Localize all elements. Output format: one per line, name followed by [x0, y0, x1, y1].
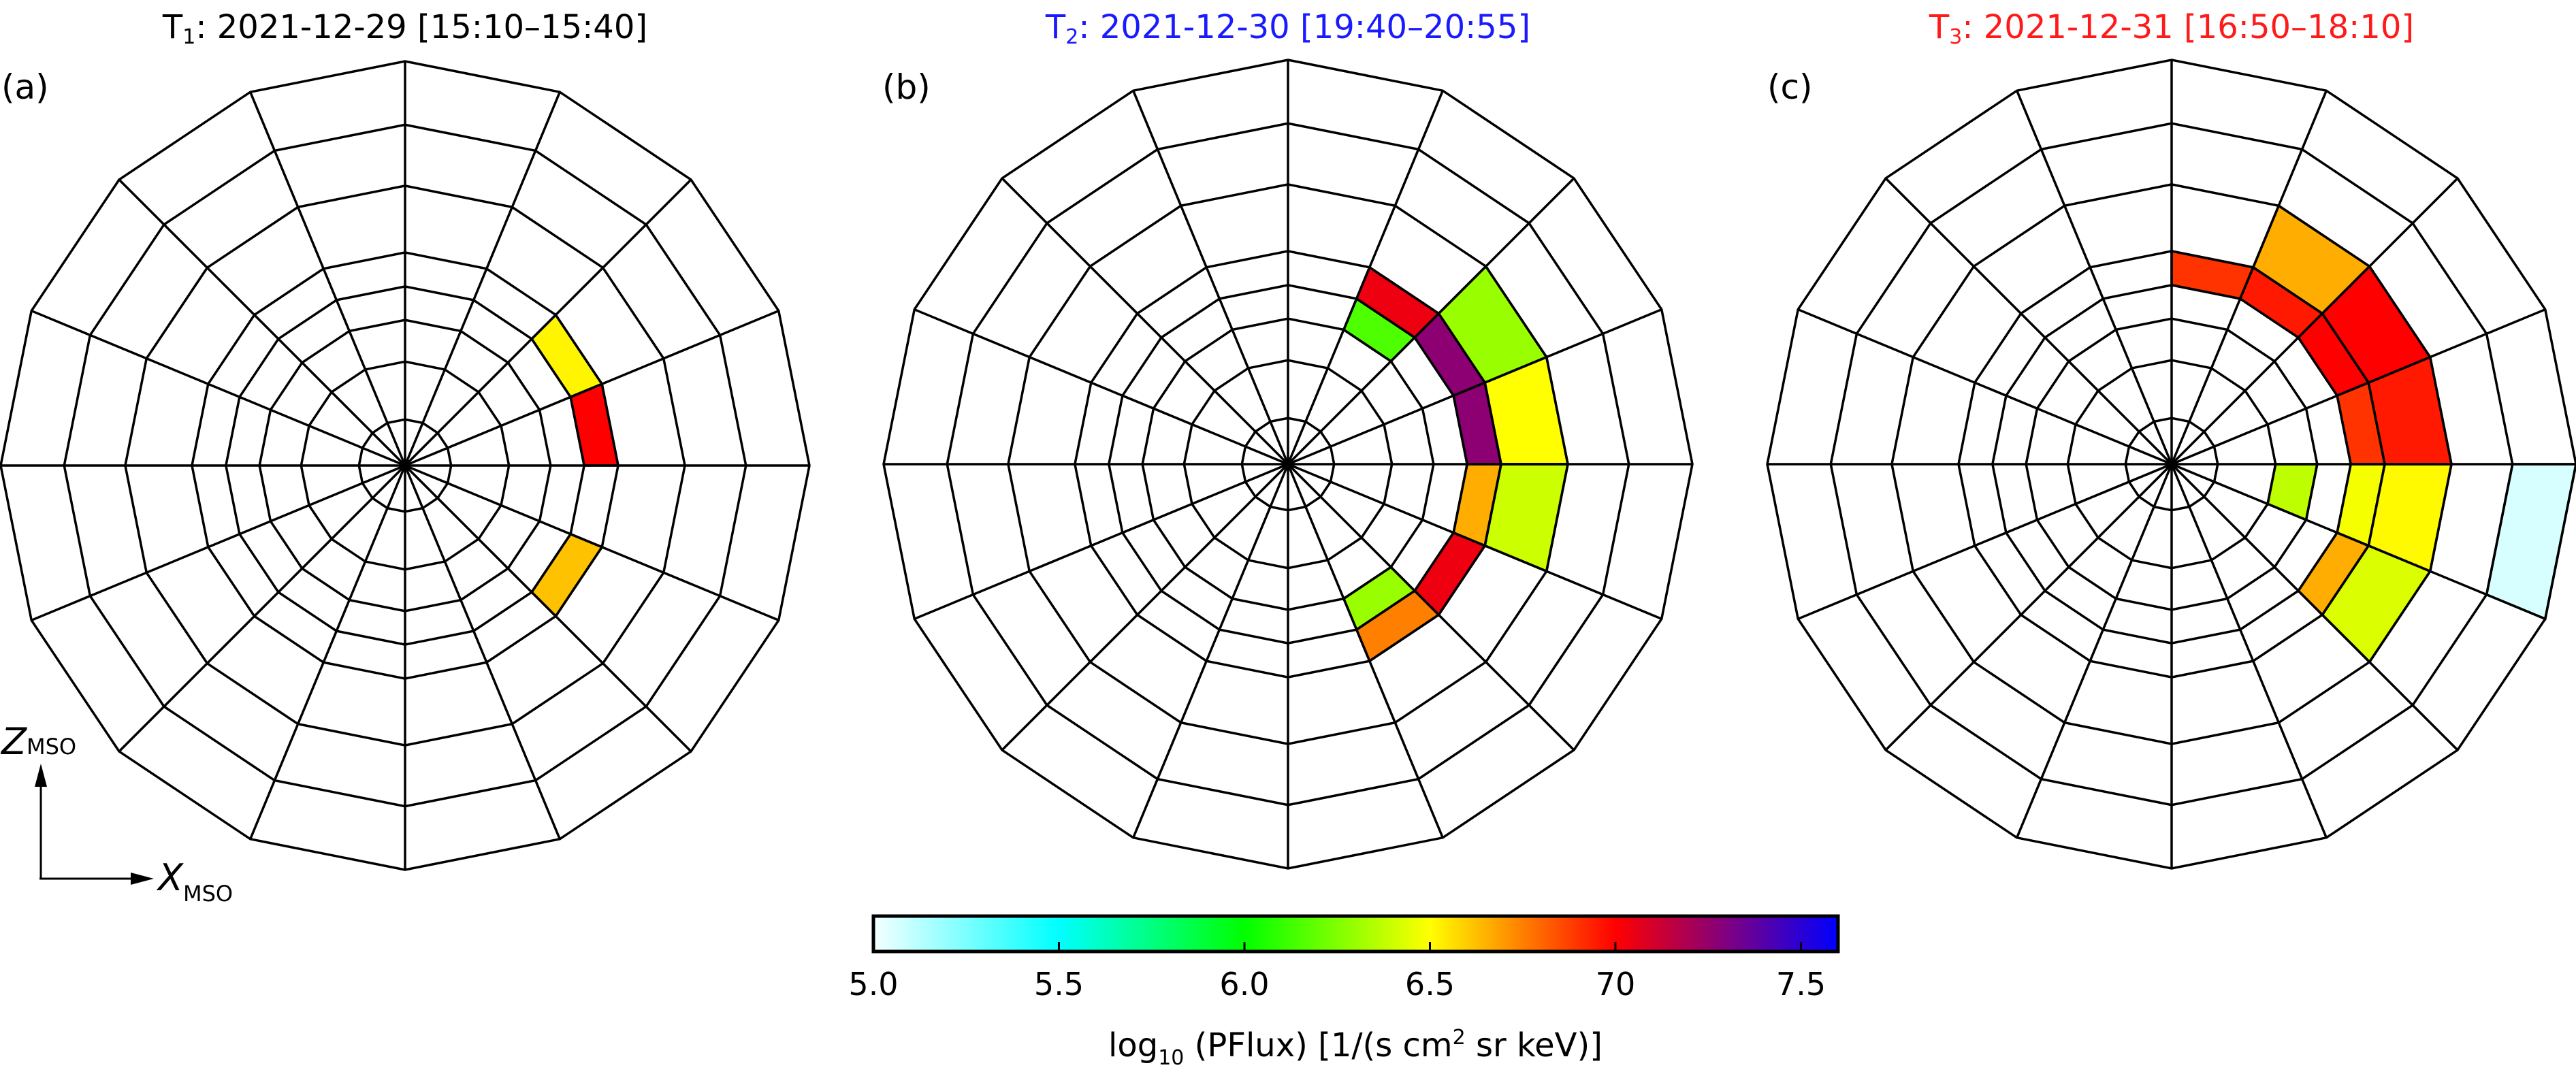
- grid-spoke: [118, 464, 406, 753]
- grid-spoke: [1797, 308, 2172, 466]
- grid-spoke: [249, 91, 406, 466]
- grid-spoke: [1287, 308, 1662, 466]
- grid-spoke: [249, 465, 406, 840]
- panel-a-title: T1: 2021-12-29 [15:10–15:40]: [162, 8, 647, 49]
- grid-spoke: [2171, 308, 2546, 466]
- grid-spoke: [2170, 177, 2459, 466]
- grid-spoke: [31, 464, 406, 621]
- grid-spoke: [31, 310, 406, 467]
- z-axis-label: ZMSO: [0, 720, 76, 763]
- panel-b-title: T2: 2021-12-30 [19:40–20:55]: [1045, 8, 1530, 49]
- grid-spoke: [2171, 463, 2546, 620]
- grid-spoke: [2170, 463, 2459, 751]
- grid-spoke: [404, 310, 779, 467]
- flux-cell: [2485, 463, 2576, 621]
- colorbar-label: log10 (PFlux) [1/(s cm2 sr keV)]: [1108, 1026, 1603, 1070]
- grid-spoke: [2016, 90, 2173, 465]
- colorbar-tick-label: 5.5: [1034, 966, 1084, 1003]
- grid-spoke: [1884, 463, 2173, 751]
- grid-spoke: [2170, 90, 2328, 465]
- grid-spoke: [404, 465, 561, 840]
- colorbar-tick-label: 5.0: [848, 966, 898, 1003]
- x-axis-label: XMSO: [156, 856, 233, 907]
- grid-spoke: [914, 463, 1289, 620]
- grid-spoke: [118, 178, 406, 467]
- grid-spoke: [1287, 463, 1662, 620]
- colorbar-tick-label: 6.5: [1405, 966, 1455, 1003]
- grid-spoke: [2016, 463, 2173, 839]
- polar-grid-panel-c: [1766, 59, 2576, 870]
- colorbar: 5.0 5.5 6.0 6.5 70 7.5 log10 (PFlux) [1/(s cm…: [848, 914, 1840, 1070]
- grid-spoke: [1132, 463, 1289, 839]
- grid-spoke: [1287, 463, 1575, 751]
- polar-grid-panel-b: [882, 59, 1694, 870]
- grid-spoke: [1287, 90, 1444, 465]
- z-axis-arrowhead-icon: [35, 764, 47, 787]
- grid-spoke: [404, 464, 779, 621]
- grid-spoke: [404, 464, 692, 753]
- grid-spoke: [404, 91, 561, 466]
- colorbar-tick-label: 7.5: [1776, 966, 1826, 1003]
- polar-grid-panel-a: [0, 60, 811, 871]
- grid-spoke: [1884, 177, 2173, 466]
- panel-a-label: (a): [1, 67, 49, 107]
- grid-spoke: [1287, 463, 1444, 839]
- x-axis-arrowhead-icon: [131, 873, 154, 885]
- axis-indicator: ZMSO XMSO: [0, 720, 233, 907]
- panel-b-label: (b): [882, 67, 931, 107]
- grid-spoke: [2170, 463, 2328, 839]
- colorbar-gradient: [871, 914, 1840, 954]
- panel-c-title: T3: 2021-12-31 [16:50–18:10]: [1929, 8, 2414, 49]
- grid-spoke: [1287, 177, 1575, 466]
- colorbar-tick-label: 6.0: [1219, 966, 1269, 1003]
- grid-spoke: [1797, 463, 2172, 620]
- grid-spoke: [1132, 90, 1289, 465]
- colorbar-tick-label: 70: [1596, 966, 1636, 1003]
- panel-c-label: (c): [1767, 67, 1813, 107]
- grid-spoke: [404, 178, 692, 467]
- grid-spoke: [914, 308, 1289, 466]
- grid-spoke: [1001, 177, 1289, 466]
- grid-spoke: [1001, 463, 1289, 751]
